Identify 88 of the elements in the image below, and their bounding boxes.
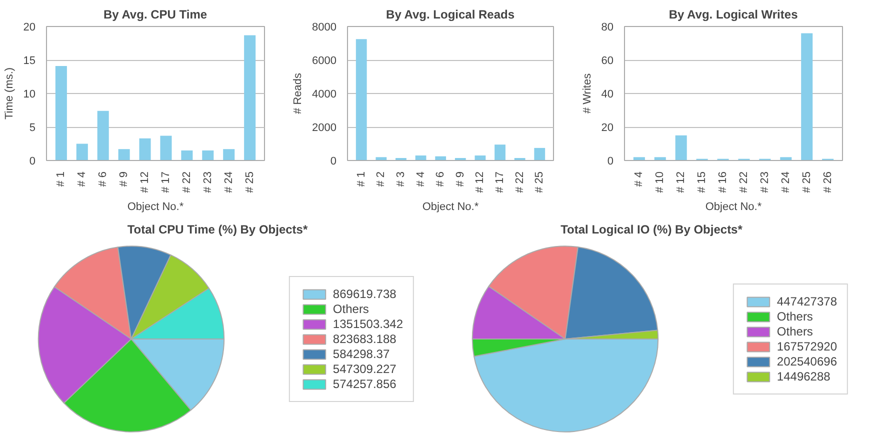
y-tick-label: 60 xyxy=(601,55,614,67)
x-tick-label: # 3 xyxy=(394,171,407,187)
legend-label: 869619.738 xyxy=(332,286,396,300)
x-tick-label: # 4 xyxy=(76,171,88,187)
bar xyxy=(76,144,88,160)
y-tick-label: 80 xyxy=(601,22,614,34)
y-tick-label: 2000 xyxy=(312,122,337,134)
x-tick-label: # 26 xyxy=(822,171,834,193)
y-tick-label: 10 xyxy=(23,88,36,100)
x-axis-title: Object No.* xyxy=(422,200,480,213)
legend-label: 447427378 xyxy=(776,294,837,308)
y-tick-label: 40 xyxy=(601,88,614,100)
y-axis-title: Time (ms.) xyxy=(3,67,16,120)
x-axis-title: Object No.* xyxy=(127,200,184,213)
x-tick-label: # 24 xyxy=(780,171,792,193)
bar xyxy=(534,148,546,160)
chart-title: Total Logical IO (%) By Objects* xyxy=(560,222,743,236)
legend-label: Others xyxy=(332,302,369,316)
chart-title: By Avg. Logical Reads xyxy=(386,8,515,22)
y-tick-label: 0 xyxy=(607,156,614,168)
legend-label: 584298.37 xyxy=(332,346,390,360)
bar xyxy=(801,33,813,160)
y-tick-label: 5 xyxy=(29,122,36,134)
y-tick-label: 4000 xyxy=(312,88,337,100)
x-tick-label: # 16 xyxy=(717,171,730,193)
x-tick-label: # 4 xyxy=(414,171,427,187)
bar xyxy=(633,157,645,160)
bar xyxy=(160,136,172,160)
x-tick-label: # 22 xyxy=(514,171,526,193)
x-axis-title: Object No.* xyxy=(705,200,762,213)
y-axis-title: # Reads xyxy=(292,72,304,114)
x-tick-label: # 22 xyxy=(738,171,750,193)
bar xyxy=(118,149,130,160)
bar xyxy=(494,144,506,160)
y-tick-label: 0 xyxy=(29,156,36,168)
x-tick-label: # 23 xyxy=(758,171,771,193)
x-tick-label: # 4 xyxy=(633,171,646,187)
bar xyxy=(356,39,367,160)
bar xyxy=(675,135,687,160)
bar xyxy=(376,157,387,160)
legend-label: 14496288 xyxy=(776,369,830,383)
y-tick-label: 6000 xyxy=(312,55,337,67)
legend-label: 167572920 xyxy=(776,339,837,353)
x-tick-label: # 9 xyxy=(454,171,466,187)
legend-label: 547309.227 xyxy=(332,362,396,376)
x-tick-label: # 1 xyxy=(355,171,368,187)
x-tick-label: # 17 xyxy=(160,171,172,193)
x-tick-label: # 6 xyxy=(434,171,447,187)
x-tick-label: # 9 xyxy=(118,171,130,187)
x-tick-label: # 25 xyxy=(800,171,813,193)
legend-label: 574257.856 xyxy=(332,376,396,390)
bar xyxy=(244,35,256,160)
x-tick-label: # 25 xyxy=(244,171,256,193)
legend-label: 1351503.342 xyxy=(332,316,403,330)
legend-label: Others xyxy=(776,324,813,338)
x-tick-label: # 12 xyxy=(474,171,486,193)
x-tick-label: # 24 xyxy=(222,171,235,193)
legend-label: 823683.188 xyxy=(332,332,396,346)
x-tick-label: # 12 xyxy=(139,171,152,193)
x-tick-label: # 15 xyxy=(696,171,708,193)
chart-title: Total CPU Time (%) By Objects* xyxy=(127,222,308,236)
bar xyxy=(202,150,214,160)
bar xyxy=(780,157,792,160)
chart-title: By Avg. CPU Time xyxy=(103,8,208,22)
x-tick-label: # 22 xyxy=(180,171,193,193)
x-tick-label: # 25 xyxy=(534,171,546,193)
bar xyxy=(181,150,193,160)
x-tick-label: # 2 xyxy=(375,171,388,187)
x-tick-label: # 23 xyxy=(202,171,214,193)
bar xyxy=(55,66,67,160)
y-axis-title: # Writes xyxy=(581,72,594,114)
y-tick-label: 15 xyxy=(23,55,36,67)
x-tick-label: # 1 xyxy=(55,171,68,187)
x-tick-label: # 6 xyxy=(97,171,110,187)
x-tick-label: # 17 xyxy=(494,171,506,193)
bar xyxy=(654,157,666,160)
y-tick-label: 20 xyxy=(23,22,36,34)
legend-label: Others xyxy=(776,309,813,323)
x-tick-label: # 12 xyxy=(675,171,688,193)
chart-title: By Avg. Logical Writes xyxy=(668,8,798,22)
bar xyxy=(223,149,235,160)
bar xyxy=(97,110,109,160)
x-tick-label: # 10 xyxy=(654,171,666,193)
y-tick-label: 0 xyxy=(330,156,337,168)
bar xyxy=(139,138,151,160)
y-tick-label: 20 xyxy=(601,122,614,134)
legend-label: 202540696 xyxy=(776,354,837,368)
y-tick-label: 8000 xyxy=(312,22,337,34)
